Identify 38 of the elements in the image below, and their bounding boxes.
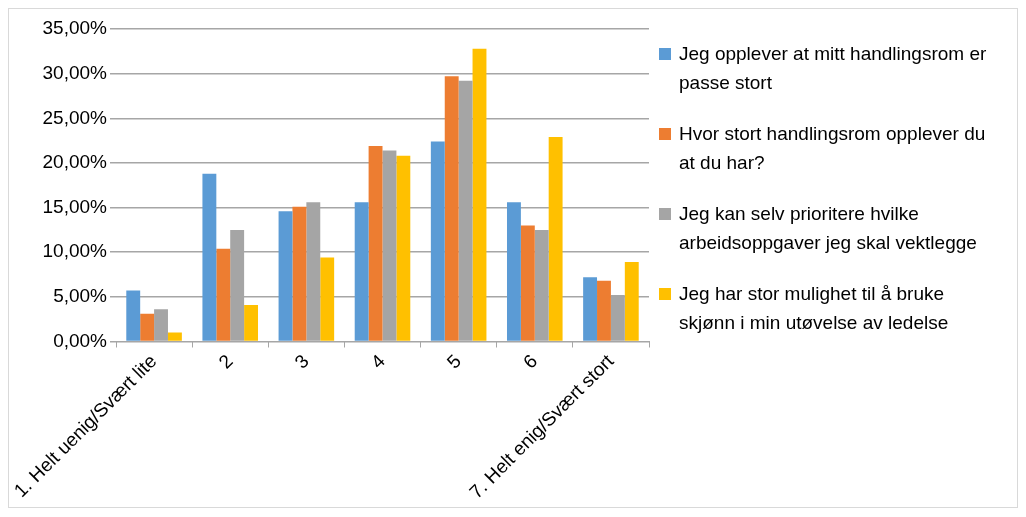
bar — [396, 155, 411, 341]
bar — [548, 137, 563, 341]
bar — [430, 141, 445, 341]
bar — [216, 248, 231, 341]
bar — [140, 313, 155, 341]
bar — [244, 304, 259, 341]
y-tick-label: 35,00% — [42, 17, 108, 39]
bar — [624, 262, 639, 341]
x-tick-label: 4 — [366, 349, 390, 373]
y-tick-label: 25,00% — [42, 106, 108, 128]
bar — [507, 202, 521, 341]
bar — [444, 76, 459, 341]
bar — [278, 211, 293, 341]
bar — [597, 280, 611, 341]
legend-label: Jeg kan selv prioritere hvilke arbeidsoppgaver jeg skal vektlegge — [679, 202, 978, 255]
bar — [583, 277, 598, 341]
y-tick-label: 30,00% — [42, 61, 108, 83]
bar — [126, 290, 141, 341]
x-tick-label: 5 — [442, 350, 466, 373]
bar — [320, 257, 335, 341]
x-tick-label: 6 — [518, 350, 542, 373]
y-tick-label: 10,00% — [42, 240, 108, 262]
bar — [472, 48, 487, 341]
x-tick-label: 3 — [290, 350, 313, 373]
bar — [354, 202, 369, 341]
legend-label: Hvor stort handlingsrom opplever du at du har? — [679, 122, 987, 175]
legend-label: Jeg har stor mulighet til å bruke skjønn i min utøvelse av ledelse — [679, 282, 950, 335]
y-tick-label: 5,00% — [53, 285, 108, 307]
y-tick-label: 15,00% — [42, 195, 108, 217]
legend-label: Jeg opplever at mitt handlingsrom er passe stort — [679, 42, 988, 95]
bar — [167, 332, 182, 341]
x-tick-label: 2 — [214, 350, 237, 373]
y-tick-label: 0,00% — [53, 329, 108, 351]
bar — [202, 173, 217, 341]
y-tick-label: 20,00% — [42, 151, 108, 173]
bar — [292, 206, 307, 341]
bar — [368, 145, 383, 341]
bar — [520, 225, 535, 341]
